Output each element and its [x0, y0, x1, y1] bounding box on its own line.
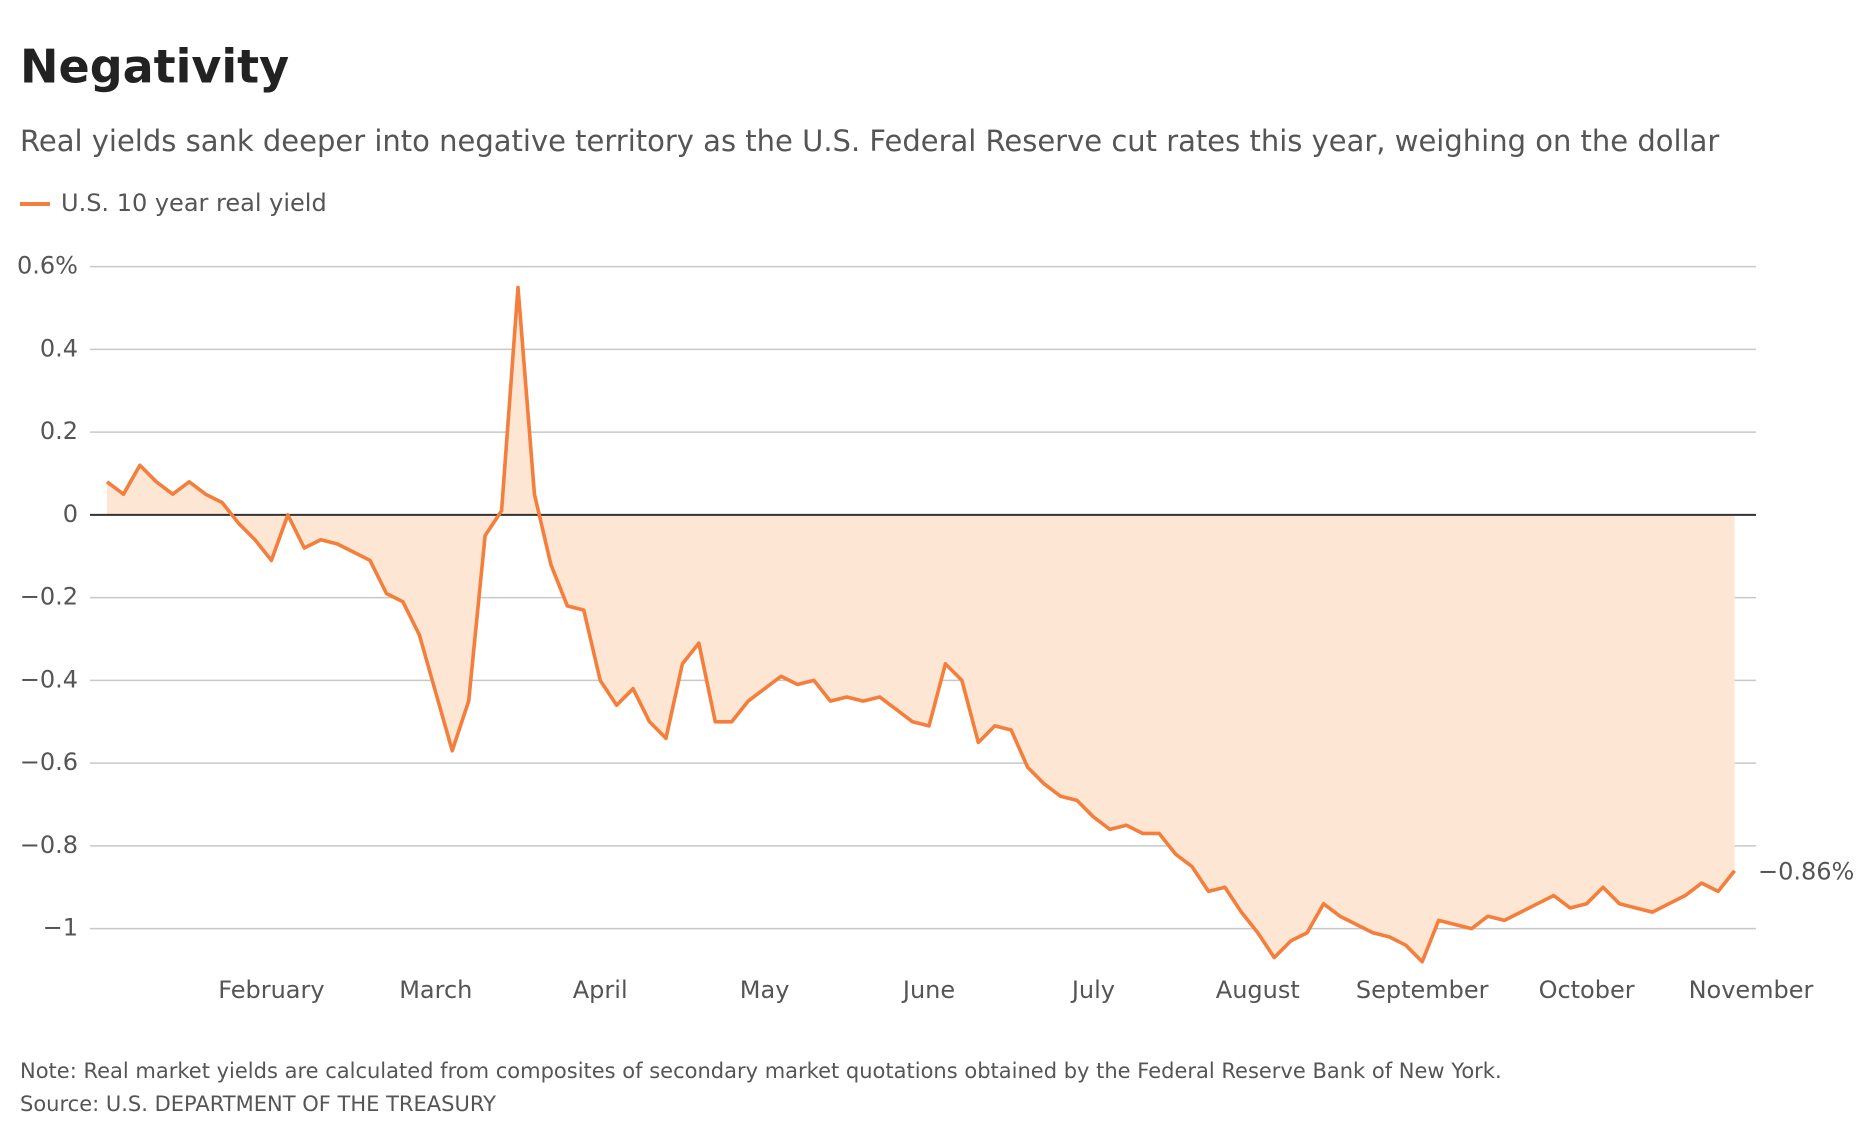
x-tick-label: November: [1689, 976, 1814, 1004]
x-tick-label: June: [901, 976, 955, 1004]
x-tick-label: October: [1539, 976, 1635, 1004]
source: Source: U.S. DEPARTMENT OF THE TREASURY: [20, 1092, 496, 1116]
chart-subtitle: Real yields sank deeper into negative te…: [20, 124, 1719, 158]
x-tick-label: July: [1070, 976, 1115, 1004]
y-tick-label: 0: [63, 500, 78, 528]
y-tick-label: −0.8: [20, 831, 78, 859]
chart-title: Negativity: [20, 40, 289, 94]
y-tick-label: 0.2: [40, 417, 78, 445]
x-tick-label: September: [1356, 976, 1489, 1004]
x-tick-label: March: [399, 976, 472, 1004]
y-tick-label: 0.4: [40, 334, 78, 362]
x-tick-label: May: [740, 976, 790, 1004]
y-tick-label: −1: [43, 914, 78, 942]
x-tick-label: February: [218, 976, 324, 1004]
area-fill: [107, 287, 1735, 962]
y-tick-label: −0.4: [20, 665, 78, 693]
end-label: −0.86%: [1758, 858, 1854, 886]
y-tick-label: −0.6: [20, 748, 78, 776]
note: Note: Real market yields are calculated …: [20, 1059, 1502, 1083]
x-tick-label: August: [1216, 976, 1300, 1004]
legend-label: U.S. 10 year real yield: [61, 189, 327, 217]
line: [105, 285, 1736, 964]
x-tick-label: April: [573, 976, 628, 1004]
y-tick-label: 0.6%: [17, 252, 78, 280]
y-tick-label: −0.2: [20, 583, 78, 611]
